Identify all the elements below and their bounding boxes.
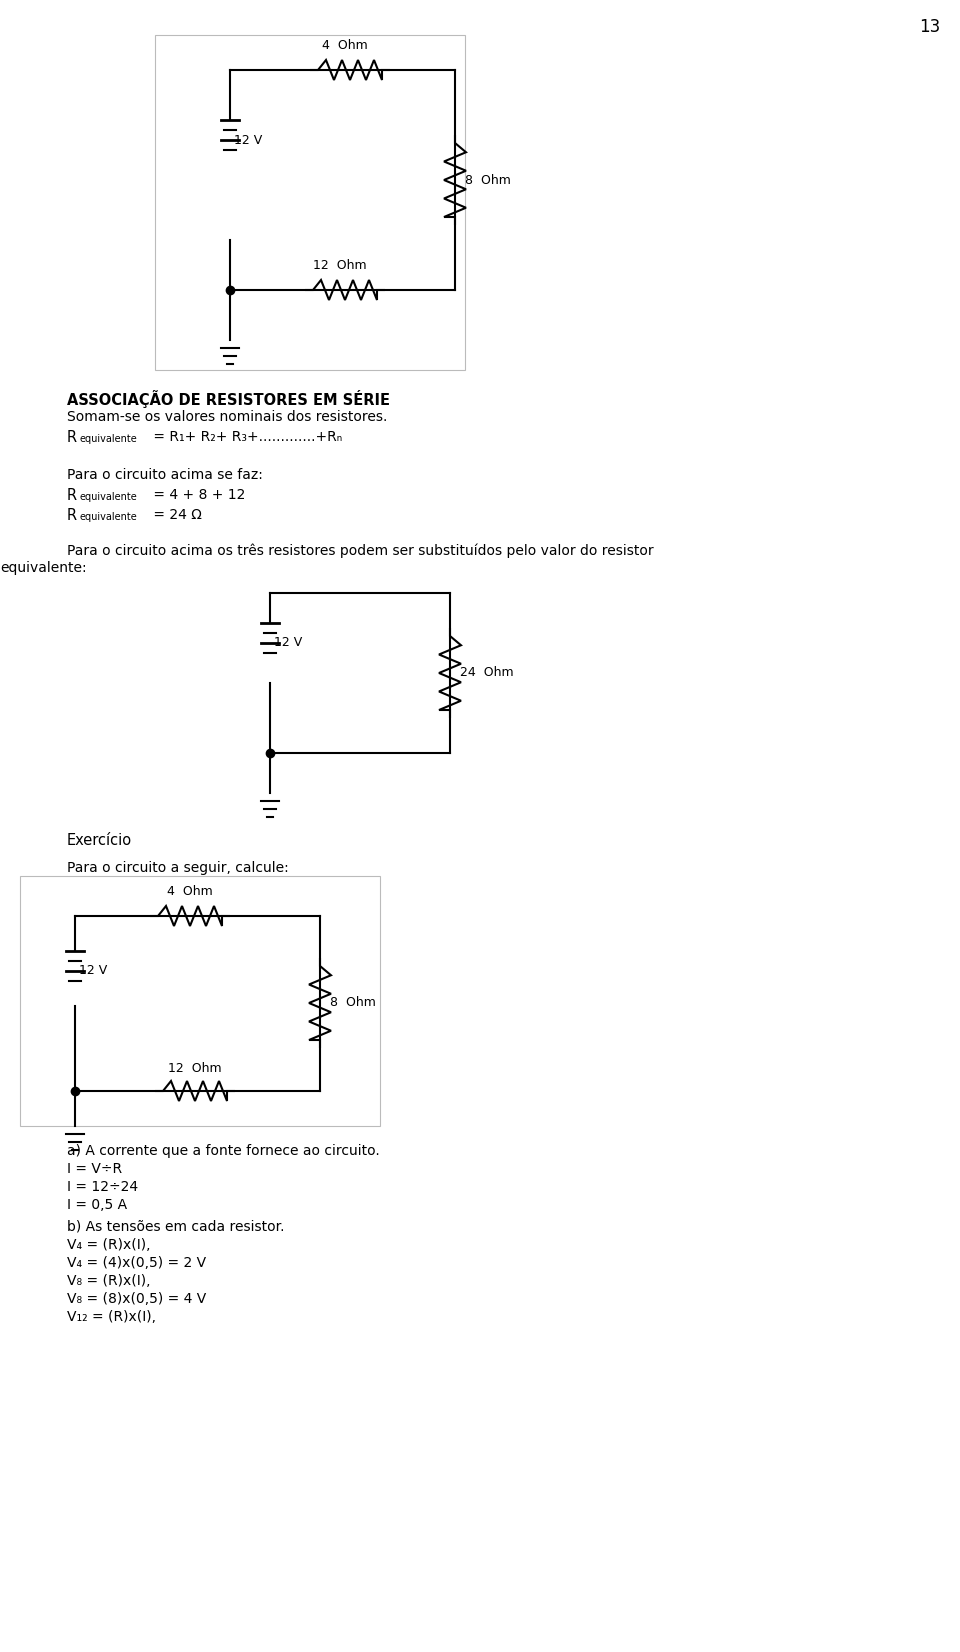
- Text: R: R: [67, 430, 77, 444]
- Text: = 24 Ω: = 24 Ω: [149, 509, 202, 522]
- Text: b) As tensões em cada resistor.: b) As tensões em cada resistor.: [67, 1219, 284, 1234]
- Text: V₄ = (R)x(I),: V₄ = (R)x(I),: [67, 1237, 151, 1252]
- Text: V₈ = (R)x(I),: V₈ = (R)x(I),: [67, 1274, 151, 1289]
- Text: 12  Ohm: 12 Ohm: [168, 1062, 222, 1075]
- Text: 24  Ohm: 24 Ohm: [460, 666, 514, 679]
- Text: Para o circuito acima os três resistores podem ser substituídos pelo valor do re: Para o circuito acima os três resistores…: [67, 544, 654, 557]
- Text: equivalente: equivalente: [79, 492, 136, 502]
- Text: 12 V: 12 V: [234, 134, 262, 147]
- Text: = R₁+ R₂+ R₃+.............+Rₙ: = R₁+ R₂+ R₃+.............+Rₙ: [149, 430, 343, 444]
- Text: I = 0,5 A: I = 0,5 A: [67, 1198, 127, 1213]
- Text: Exercício: Exercício: [67, 833, 132, 847]
- Text: equivalente: equivalente: [79, 434, 136, 444]
- Text: Para o circuito acima se faz:: Para o circuito acima se faz:: [67, 468, 263, 482]
- Text: 8  Ohm: 8 Ohm: [465, 173, 511, 187]
- Text: Somam-se os valores nominais dos resistores.: Somam-se os valores nominais dos resisto…: [67, 410, 388, 425]
- Text: equivalente: equivalente: [79, 512, 136, 522]
- Text: equivalente:: equivalente:: [0, 562, 86, 575]
- Text: I = V÷R: I = V÷R: [67, 1161, 122, 1176]
- Text: 4  Ohm: 4 Ohm: [323, 40, 368, 51]
- Text: R: R: [67, 487, 77, 502]
- Text: a) A corrente que a fonte fornece ao circuito.: a) A corrente que a fonte fornece ao cir…: [67, 1143, 380, 1158]
- Text: = 4 + 8 + 12: = 4 + 8 + 12: [149, 487, 246, 502]
- Text: V₈ = (8)x(0,5) = 4 V: V₈ = (8)x(0,5) = 4 V: [67, 1292, 206, 1307]
- Text: ASSOCIAÇÃO DE RESISTORES EM SÉRIE: ASSOCIAÇÃO DE RESISTORES EM SÉRIE: [67, 390, 390, 408]
- Text: V₁₂ = (R)x(I),: V₁₂ = (R)x(I),: [67, 1310, 156, 1323]
- Text: V₄ = (4)x(0,5) = 2 V: V₄ = (4)x(0,5) = 2 V: [67, 1256, 206, 1270]
- Text: 12 V: 12 V: [79, 965, 108, 978]
- Text: 8  Ohm: 8 Ohm: [330, 996, 376, 1009]
- Text: 4  Ohm: 4 Ohm: [167, 885, 213, 899]
- Text: 13: 13: [919, 18, 940, 36]
- Text: 12 V: 12 V: [274, 636, 302, 649]
- Text: Para o circuito a seguir, calcule:: Para o circuito a seguir, calcule:: [67, 861, 289, 876]
- Text: 12  Ohm: 12 Ohm: [313, 259, 367, 273]
- Text: R: R: [67, 509, 77, 524]
- Text: I = 12÷24: I = 12÷24: [67, 1180, 138, 1194]
- Bar: [20, 876, 380, 1127]
- Bar: [155, 35, 465, 370]
